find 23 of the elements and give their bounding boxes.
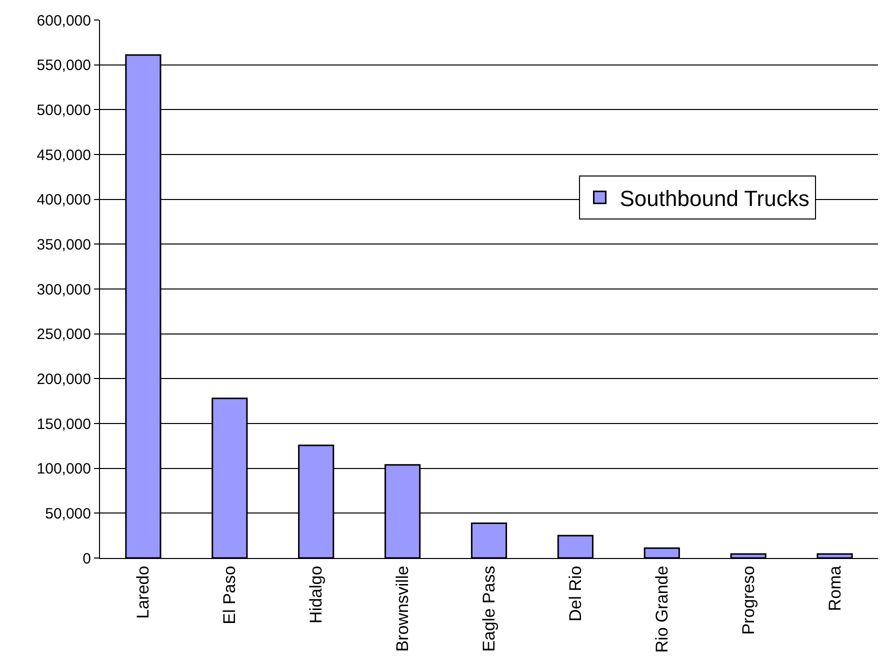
x-tick-label: El Paso xyxy=(220,566,240,624)
y-tick-label: 450,000 xyxy=(36,146,91,164)
y-tick-label: 500,000 xyxy=(36,102,91,119)
y-tick-label: 0 xyxy=(82,550,91,568)
legend-label: Southbound Trucks xyxy=(620,186,810,211)
x-tick-label: Roma xyxy=(825,565,844,612)
y-tick-label: 350,000 xyxy=(36,236,91,254)
y-tick-label: 200,000 xyxy=(36,370,91,388)
x-tick-label: Progreso xyxy=(738,566,758,635)
x-tick-label: Eagle Pass xyxy=(480,566,499,652)
y-tick-label: 100,000 xyxy=(36,460,91,478)
y-tick-label: 300,000 xyxy=(36,281,91,298)
y-tick-label: 600,000 xyxy=(36,12,91,30)
x-tick-label: Hidalgo xyxy=(306,566,326,624)
y-tick-label: 400,000 xyxy=(36,192,91,209)
x-tick-label: Rio Grande xyxy=(652,566,672,653)
y-tick-label: 150,000 xyxy=(36,416,91,433)
x-tick-label: Laredo xyxy=(134,566,153,619)
x-tick-label: Brownsville xyxy=(393,566,412,652)
y-tick-label: 550,000 xyxy=(36,57,91,74)
y-tick-label: 250,000 xyxy=(36,326,91,344)
x-tick-label: Del Rio xyxy=(566,566,585,622)
y-tick-label: 50,000 xyxy=(45,505,91,522)
